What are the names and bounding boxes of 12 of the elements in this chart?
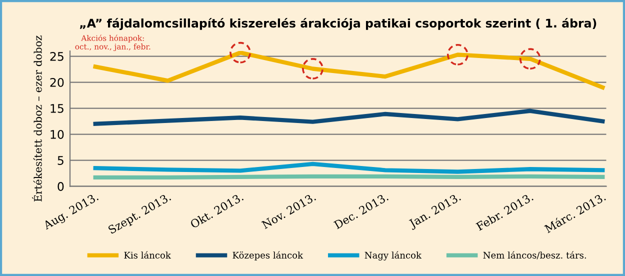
y-tick-label: 15 (50, 104, 64, 113)
legend-label: Nagy láncok (364, 251, 422, 260)
y-tick-label: 20 (50, 78, 64, 87)
y-tick-label: 0 (58, 182, 64, 191)
y-tick-label: 10 (50, 130, 64, 139)
legend-label: Kis láncok (124, 251, 171, 259)
y-tick-label: 25 (50, 52, 64, 61)
legend-label: Közepes láncok (232, 251, 304, 260)
legend-label: Nem láncos/besz. társ. (483, 251, 586, 260)
y-axis-title: Értékesített doboz – ezer doboz (32, 36, 42, 202)
y-tick-label: 5 (58, 156, 64, 165)
chart-title: „A” fájdalomcsillapító kiszerelés árakciója patikai csoportok szerint ( 1. ábra) (80, 18, 596, 30)
